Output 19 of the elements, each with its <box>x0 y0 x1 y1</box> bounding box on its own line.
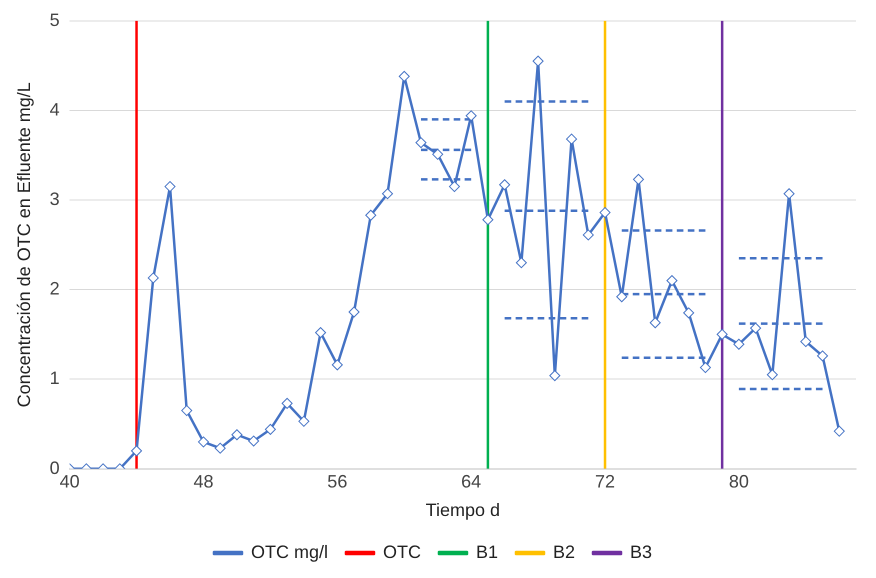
x-tick-label: 72 <box>595 472 616 492</box>
y-tick-label: 0 <box>50 458 60 478</box>
x-tick-label: 48 <box>193 472 214 492</box>
legend-label: OTC <box>382 542 421 562</box>
legend-label: OTC mg/l <box>250 542 328 562</box>
x-tick-label: 64 <box>461 472 482 492</box>
y-tick-label: 4 <box>50 99 60 120</box>
y-tick-label: 5 <box>50 10 60 30</box>
x-tick-label: 80 <box>728 472 749 492</box>
y-axis-title: Concentración de OTC en Efluente mg/L <box>14 82 34 408</box>
x-axis-title: Tiempo d <box>426 500 500 520</box>
y-tick-label: 1 <box>50 368 60 388</box>
y-tick-label: 3 <box>50 188 60 209</box>
x-tick-label: 56 <box>327 472 348 492</box>
legend-label: B3 <box>630 542 652 562</box>
legend-label: B1 <box>476 542 498 562</box>
legend-label: B2 <box>552 542 576 562</box>
y-tick-label: 2 <box>50 278 60 299</box>
x-tick-label: 40 <box>60 472 80 492</box>
